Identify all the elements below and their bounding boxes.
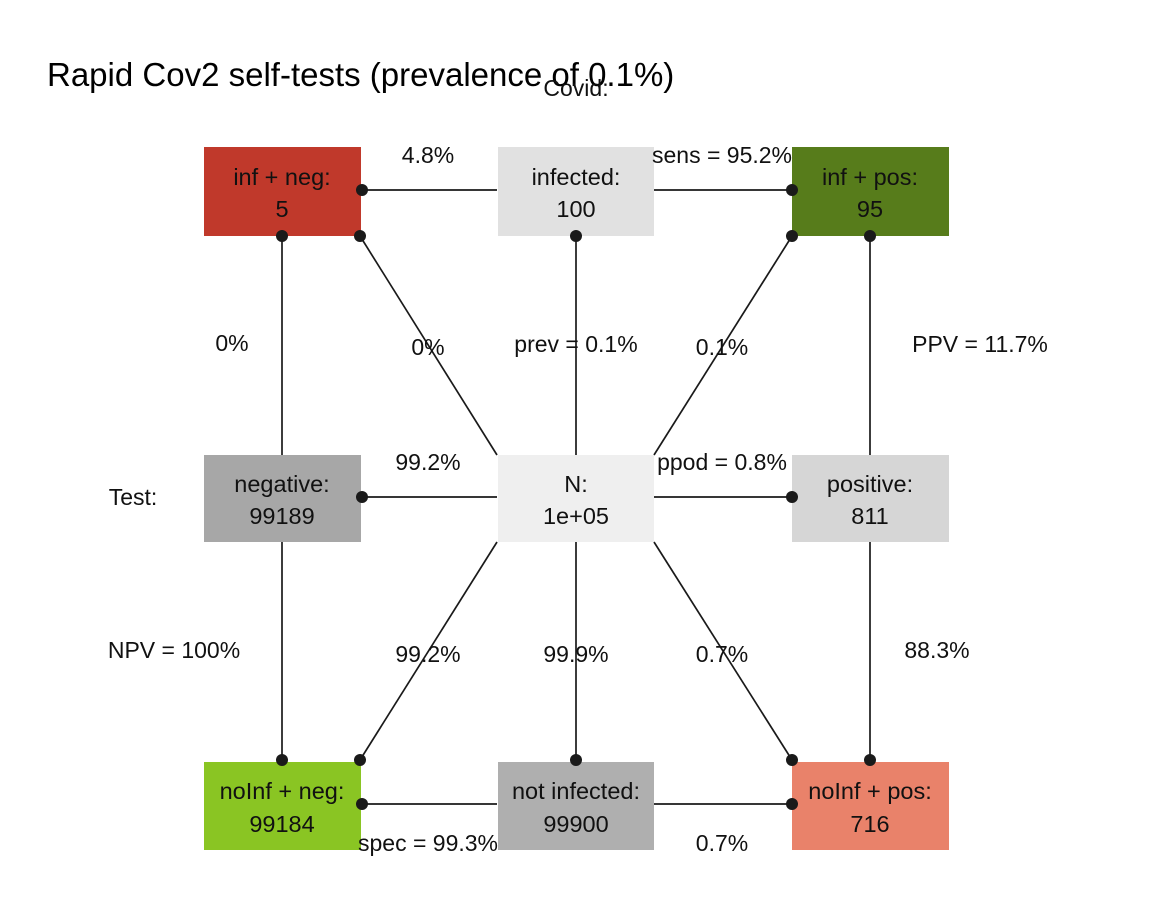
edge-label-diag-lower-left: 99.2% [395,641,460,667]
edge-noinfneg-n [359,541,498,761]
box-negative-value: 99189 [249,503,314,529]
box-positive: positive: 811 [792,455,949,542]
endpoint-dot [356,798,368,810]
box-noinf-pos-rect [792,762,949,850]
endpoint-dot [276,754,288,766]
box-infected-rect [498,147,654,236]
endpoint-dot [786,798,798,810]
edge-label-diag-lower-right: 0.7% [696,641,748,667]
endpoint-dot [570,230,582,242]
edge-label-left-lower: NPV = 100% [108,637,240,663]
endpoint-dot [864,754,876,766]
box-inf-neg: inf + neg: 5 [204,147,361,236]
box-noinf-neg-rect [204,762,361,850]
endpoint-dot [786,491,798,503]
endpoint-dot [354,754,366,766]
box-positive-label: positive: [827,471,913,497]
edge-infneg-n [359,235,498,456]
endpoint-dot [864,230,876,242]
edge-label-bottom-left: spec = 99.3% [358,830,498,856]
box-n-label: N: [564,471,588,497]
box-infected-value: 100 [556,196,595,222]
endpoint-dot [356,184,368,196]
edge-label-left-upper: 0% [215,330,248,356]
box-not-infected-label: not infected: [512,778,640,804]
box-noinf-pos-label: noInf + pos: [808,778,931,804]
edge-label-diag-upper-right: 0.1% [696,334,748,360]
box-n: N: 1e+05 [498,455,654,542]
box-negative-label: negative: [234,471,329,497]
endpoint-dot [786,754,798,766]
box-n-value: 1e+05 [543,503,609,529]
covid-dimension-label: Covid: [543,75,608,101]
box-inf-neg-rect [204,147,361,236]
edge-label-mid-left: 99.2% [395,449,460,475]
edge-label-diag-upper-left: 0% [411,334,444,360]
box-noinf-pos-value: 716 [850,811,889,837]
edge-label-center-upper: prev = 0.1% [514,331,637,357]
box-inf-pos: inf + pos: 95 [792,147,949,236]
box-negative: negative: 99189 [204,455,361,542]
edge-label-top-right: sens = 95.2% [652,142,792,168]
edge-endpoints [276,184,876,810]
box-n-rect [498,455,654,542]
edge-label-top-left: 4.8% [402,142,454,168]
edge-label-right-lower: 88.3% [904,637,969,663]
box-inf-pos-label: inf + pos: [822,164,918,190]
endpoint-dot [356,491,368,503]
box-noinf-neg-value: 99184 [249,811,314,837]
box-positive-rect [792,455,949,542]
edge-label-mid-right: ppod = 0.8% [657,449,787,475]
box-infected: infected: 100 [498,147,654,236]
edge-infpos-n [653,235,793,456]
endpoint-dot [276,230,288,242]
box-noinf-pos: noInf + pos: 716 [792,762,949,850]
box-infected-label: infected: [532,164,621,190]
box-not-infected: not infected: 99900 [498,762,654,850]
box-noinf-neg-label: noInf + neg: [220,778,345,804]
edge-label-center-lower: 99.9% [543,641,608,667]
box-negative-rect [204,455,361,542]
box-not-infected-value: 99900 [543,811,608,837]
edge-noinfpos-n [653,541,793,761]
edge-label-bottom-right: 0.7% [696,830,748,856]
endpoint-dot [570,754,582,766]
box-not-infected-rect [498,762,654,850]
box-noinf-neg: noInf + neg: 99184 [204,762,361,850]
test-dimension-label: Test: [109,484,158,510]
edge-label-right-upper: PPV = 11.7% [912,331,1048,357]
edges [281,189,871,805]
box-inf-neg-label: inf + neg: [233,164,330,190]
endpoint-dot [354,230,366,242]
box-inf-pos-value: 95 [857,196,883,222]
endpoint-dot [786,230,798,242]
box-inf-neg-value: 5 [275,196,288,222]
diagram-title: Rapid Cov2 self-tests (prevalence of 0.1… [47,56,674,93]
box-positive-value: 811 [851,503,888,529]
box-inf-pos-rect [792,147,949,236]
endpoint-dot [786,184,798,196]
